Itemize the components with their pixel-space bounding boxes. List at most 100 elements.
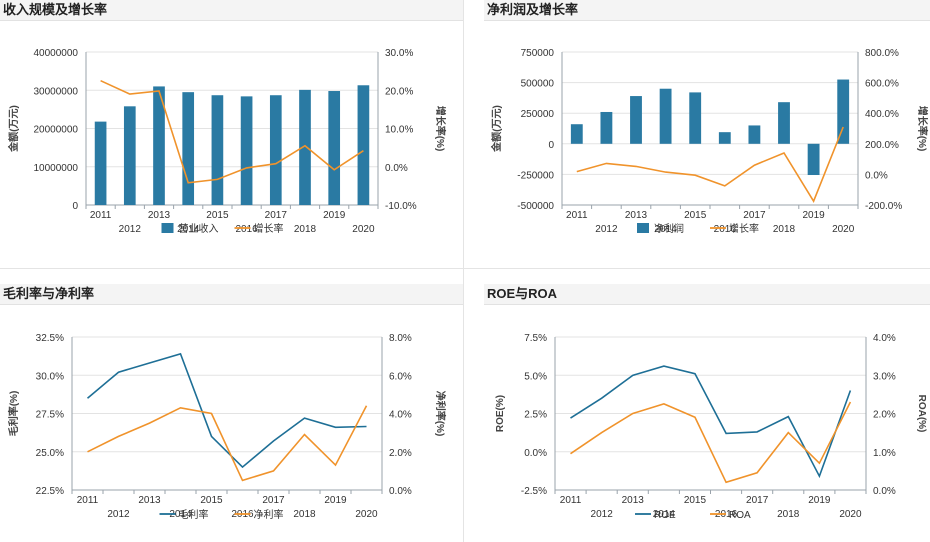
x-tick-label: 2012 xyxy=(119,224,142,235)
bar xyxy=(269,95,282,205)
vertical-divider xyxy=(463,0,464,542)
y-axis-title: 金额(万元) xyxy=(7,105,20,153)
series-line xyxy=(87,405,368,482)
y-tick-label: 0 xyxy=(548,140,554,151)
legend-swatch xyxy=(637,223,649,233)
legend-label: 毛利率 xyxy=(179,508,209,521)
bar xyxy=(211,95,224,205)
panel-roe-roa: ROE与ROA -2.5% 0.0% 2.5% 5.0% 7.5% 0.0% 1.0% 2.0… xyxy=(484,284,930,542)
chart-roe-roa: -2.5% 0.0% 2.5% 5.0% 7.5% 0.0% 1.0% 2.0% 3.0% 4.0… xyxy=(495,333,927,521)
x-tick-label: 2012 xyxy=(591,509,614,520)
legend-label: ROE xyxy=(654,510,676,521)
y2-tick-label: 4.0% xyxy=(873,333,896,344)
x-tick-label: 2018 xyxy=(777,509,800,520)
x-tick-label: 2017 xyxy=(262,495,285,506)
y-tick-label: 20000000 xyxy=(34,125,79,136)
bar xyxy=(299,89,311,205)
bar xyxy=(659,88,672,144)
panel-title: 收入规模及增长率 xyxy=(0,0,463,21)
y-tick-label: -2.5% xyxy=(521,486,547,497)
bar xyxy=(718,132,731,144)
x-tick-label: 2016 xyxy=(235,224,258,235)
y2-tick-label: 1.0% xyxy=(873,448,896,459)
panel-margins: 毛利率与净利率 22.5% 25.0% 27.5% 30.0% 32.5% 0.0% 2.0… xyxy=(0,284,463,542)
y-tick-label: 40000000 xyxy=(34,48,79,59)
y2-tick-label: 400.0% xyxy=(865,109,899,120)
x-tick-label: 2020 xyxy=(832,224,855,235)
y2-tick-label: 4.0% xyxy=(389,410,412,421)
series-line xyxy=(576,126,844,203)
series-line xyxy=(570,365,852,479)
x-tick-label: 2019 xyxy=(808,495,831,506)
x-tick-label: 2014 xyxy=(177,224,200,235)
x-tick-label: 2020 xyxy=(352,224,375,235)
x-tick-label: 2015 xyxy=(200,495,223,506)
y2-tick-label: 800.0% xyxy=(865,48,899,59)
bar xyxy=(570,124,583,144)
chart-margins: 22.5% 25.0% 27.5% 30.0% 32.5% 0.0% 2.0% 4.0% 6.0… xyxy=(7,333,447,521)
y-tick-label: 7.5% xyxy=(524,333,547,344)
x-tick-label: 2019 xyxy=(323,210,346,221)
x-tick-label: 2011 xyxy=(77,495,99,506)
x-tick-label: 2012 xyxy=(107,509,130,520)
bar xyxy=(182,92,195,205)
y2-tick-label: 20.0% xyxy=(385,86,413,97)
y-tick-label: 25.0% xyxy=(36,448,64,459)
x-tick-label: 2017 xyxy=(743,210,766,221)
y2-axis-title: 增长率(%) xyxy=(434,106,447,152)
y-tick-label: 32.5% xyxy=(36,333,64,344)
x-tick-label: 2020 xyxy=(355,509,378,520)
series-line xyxy=(570,401,852,484)
y2-tick-label: 3.0% xyxy=(873,371,896,382)
bar xyxy=(94,121,107,205)
y-tick-label: -250000 xyxy=(517,170,554,181)
y-tick-label: 10000000 xyxy=(34,163,79,174)
y2-tick-label: 30.0% xyxy=(385,48,413,59)
y2-tick-label: 600.0% xyxy=(865,79,899,90)
x-tick-label: 2015 xyxy=(206,210,229,221)
y2-tick-label: 2.0% xyxy=(873,410,896,421)
series-line xyxy=(100,79,364,184)
x-tick-label: 2016 xyxy=(715,509,738,520)
bar xyxy=(328,91,341,205)
legend-label: 营业收入 xyxy=(179,222,219,235)
y-tick-label: 30000000 xyxy=(34,86,79,97)
panel-title: 毛利率与净利率 xyxy=(0,284,463,305)
x-tick-label: 2018 xyxy=(293,509,316,520)
y-tick-label: 2.5% xyxy=(524,410,547,421)
x-tick-label: 2011 xyxy=(566,210,588,221)
y2-tick-label: 0.0% xyxy=(385,163,408,174)
x-tick-label: 2016 xyxy=(714,224,737,235)
y-axis-title: 毛利率(%) xyxy=(7,391,20,437)
x-tick-label: 2017 xyxy=(746,495,769,506)
bar xyxy=(153,86,165,205)
y2-tick-label: 10.0% xyxy=(385,125,413,136)
y2-tick-label: 0.0% xyxy=(865,170,888,181)
x-tick-label: 2014 xyxy=(169,509,192,520)
y2-axis-title: ROA(%) xyxy=(916,395,927,433)
bar xyxy=(807,143,820,176)
panel-revenue: 收入规模及增长率 0 10000000 20000000 30000000 400000… xyxy=(0,0,463,268)
y2-tick-label: 8.0% xyxy=(389,333,412,344)
x-tick-label: 2012 xyxy=(595,224,618,235)
x-tick-label: 2011 xyxy=(560,495,582,506)
panel-title: ROE与ROA xyxy=(484,284,930,305)
x-tick-label: 2013 xyxy=(148,210,171,221)
legend-label: 净利润 xyxy=(654,222,684,235)
series-line xyxy=(86,352,367,469)
y2-tick-label: 200.0% xyxy=(865,140,899,151)
y-tick-label: 500000 xyxy=(521,79,555,90)
y-axis-title: 金额(万元) xyxy=(490,105,503,153)
x-tick-label: 2017 xyxy=(265,210,288,221)
x-tick-label: 2011 xyxy=(90,210,112,221)
y-tick-label: 27.5% xyxy=(36,410,64,421)
y2-tick-label: -200.0% xyxy=(865,201,902,212)
horizontal-divider xyxy=(0,268,930,269)
y-tick-label: 250000 xyxy=(521,109,555,120)
y-tick-label: 30.0% xyxy=(36,371,64,382)
bar xyxy=(630,96,642,144)
y-axis-title: ROE(%) xyxy=(495,395,506,432)
x-tick-label: 2015 xyxy=(684,210,707,221)
x-tick-label: 2015 xyxy=(684,495,707,506)
panel-title: 净利润及增长率 xyxy=(484,0,930,21)
